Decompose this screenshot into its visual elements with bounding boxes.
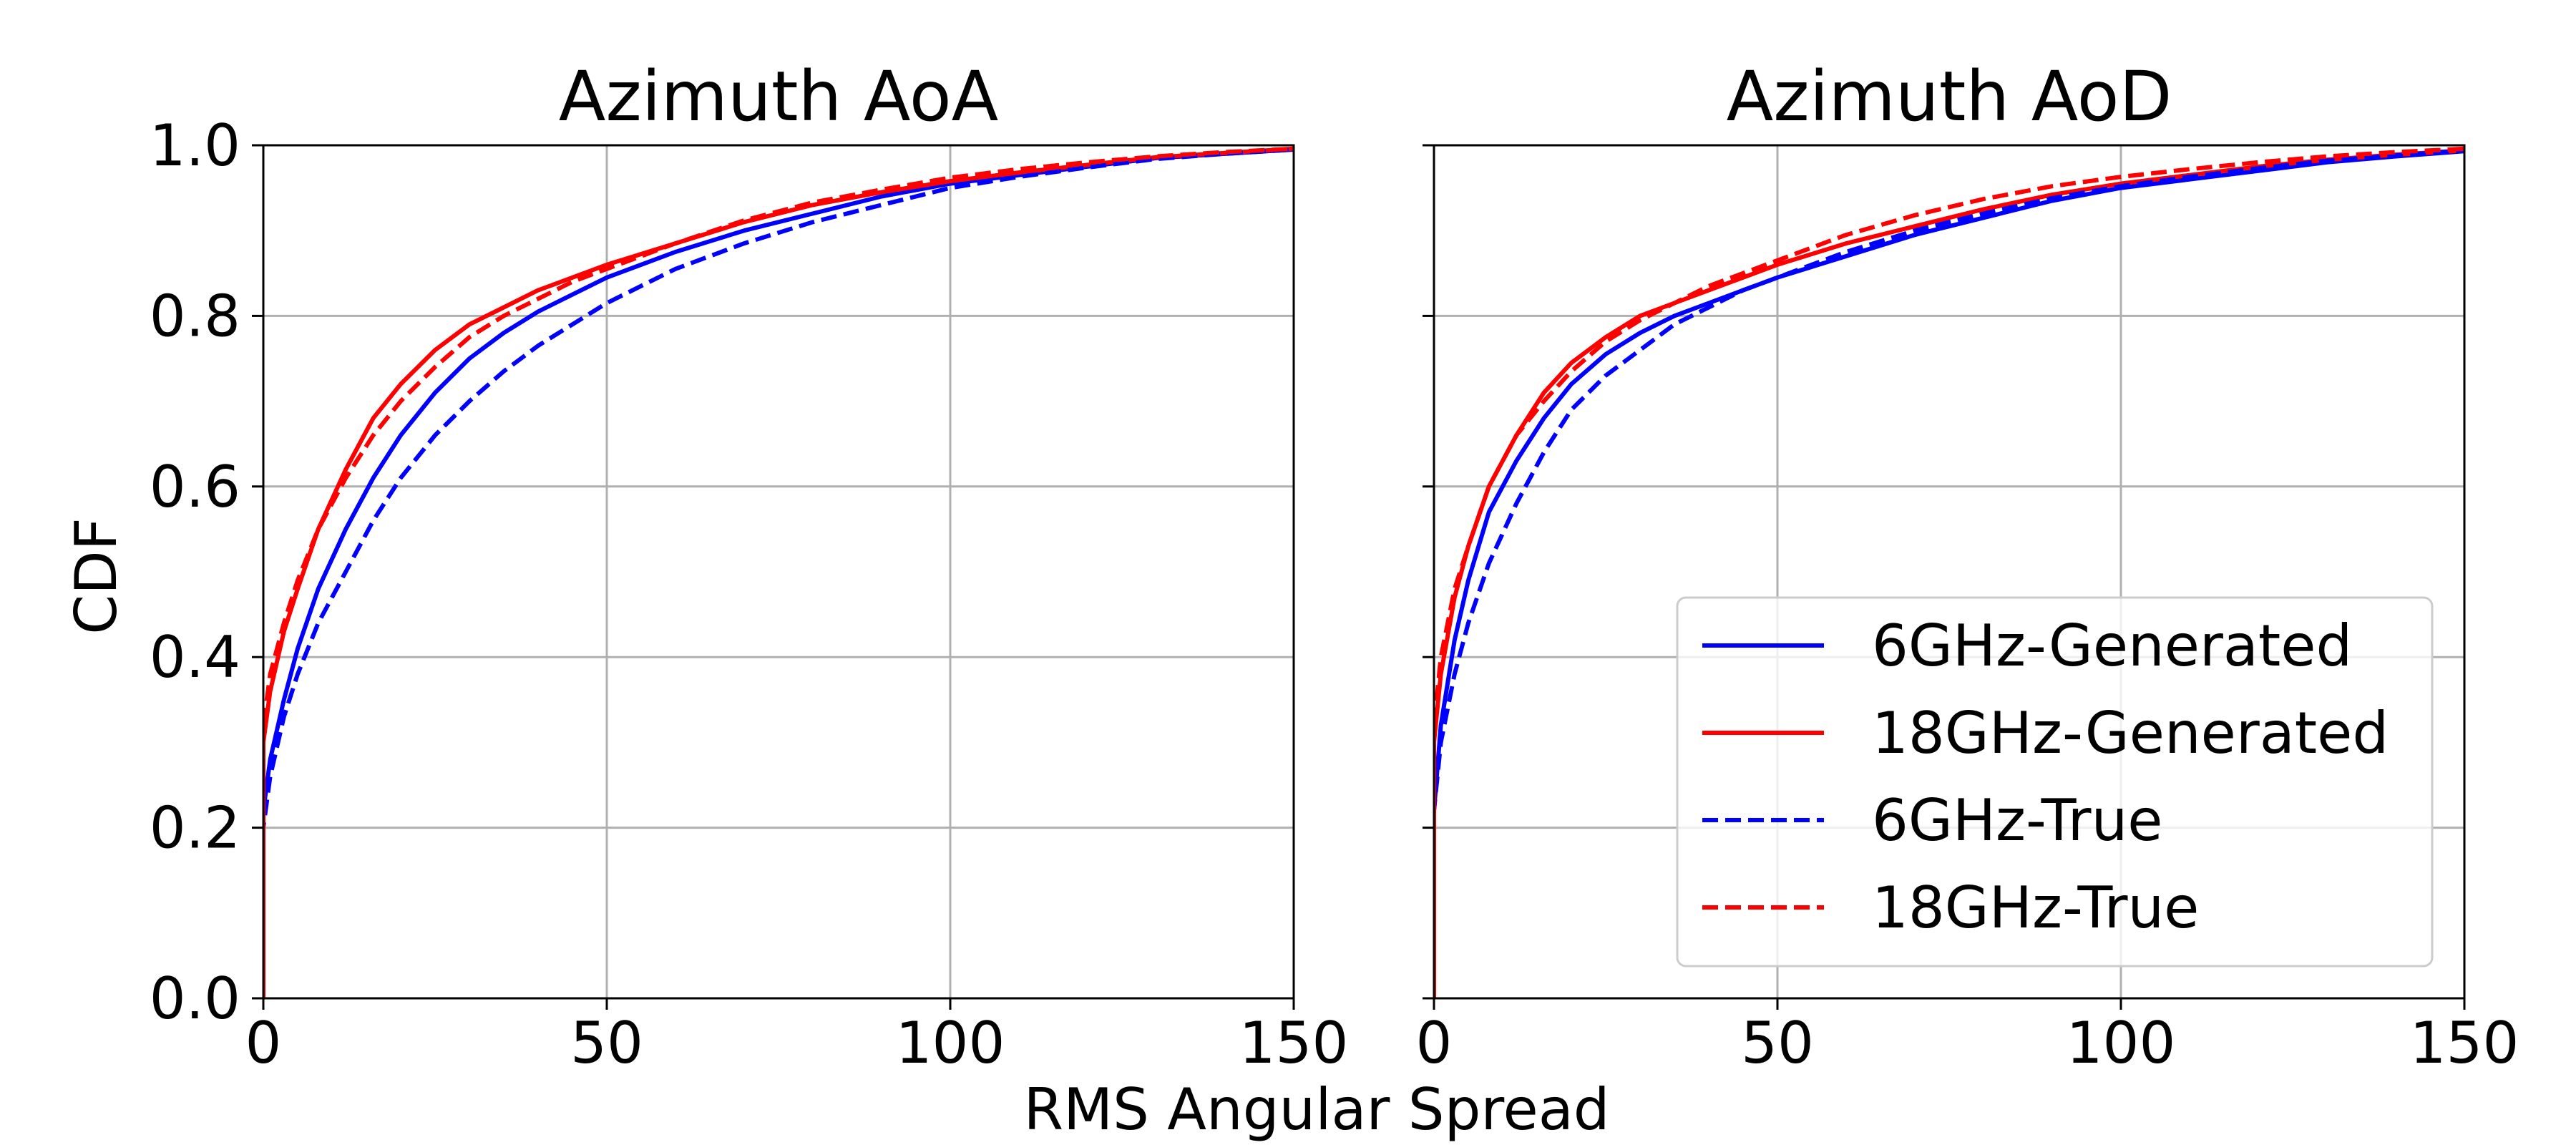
legend-box (1676, 596, 2434, 968)
legend-label: 18GHz-True (1872, 874, 2199, 941)
x-axis-label: RMS Angular Spread (1023, 1076, 1609, 1143)
y-tick-label: 0.8 (150, 283, 240, 349)
y-tick-label: 0.2 (150, 795, 240, 862)
chart-panel-1: 0 50 100 150 0.0 0.2 0.4 0.6 0.8 1.0 Azimuth AoA (150, 57, 1349, 1076)
chart-title: Azimuth AoA (559, 57, 998, 137)
legend-label: 6GHz-Generated (1872, 613, 2352, 679)
y-tick-label: 1.0 (150, 112, 240, 179)
axes-frame (262, 144, 1295, 1000)
x-tick-label: 50 (1741, 1010, 1814, 1076)
legend-label: 18GHz-Generated (1872, 700, 2389, 766)
y-tick-label: 0.4 (150, 624, 240, 691)
series-line-6ghz-true (1434, 148, 2464, 998)
axes-frame (1433, 144, 2466, 1000)
series-line-18ghz-generated (263, 146, 1294, 998)
y-tick-label: 0.0 (150, 965, 240, 1032)
series-line-6ghz-generated (263, 147, 1294, 998)
series-line-18ghz-true (263, 146, 1294, 998)
y-tick-label: 0.6 (150, 454, 240, 520)
x-tick-label: 0 (1416, 1010, 1453, 1076)
chart-title: Azimuth AoD (1727, 57, 2172, 137)
legend: 6GHz-Generated 18GHz-Generated 6GHz-True 18… (1676, 596, 2434, 968)
x-tick-label: 0 (245, 1010, 282, 1076)
chart-panels: 0 50 100 150 0.0 0.2 0.4 0.6 0.8 1.0 Azimuth AoA 0 5… (150, 57, 2519, 1076)
chart-panel-2: 0 50 100 150 Azimuth AoD (1416, 57, 2519, 1076)
y-axis-label: CDF (63, 517, 130, 634)
x-tick-label: 150 (1239, 1010, 1349, 1076)
series-line-6ghz-generated (1434, 149, 2464, 998)
legend-label: 6GHz-True (1872, 787, 2162, 854)
x-tick-label: 150 (2410, 1010, 2519, 1076)
series-line-6ghz-true (263, 147, 1294, 998)
x-tick-label: 50 (570, 1010, 643, 1076)
x-tick-label: 100 (2067, 1010, 2176, 1076)
x-tick-label: 100 (896, 1010, 1005, 1076)
